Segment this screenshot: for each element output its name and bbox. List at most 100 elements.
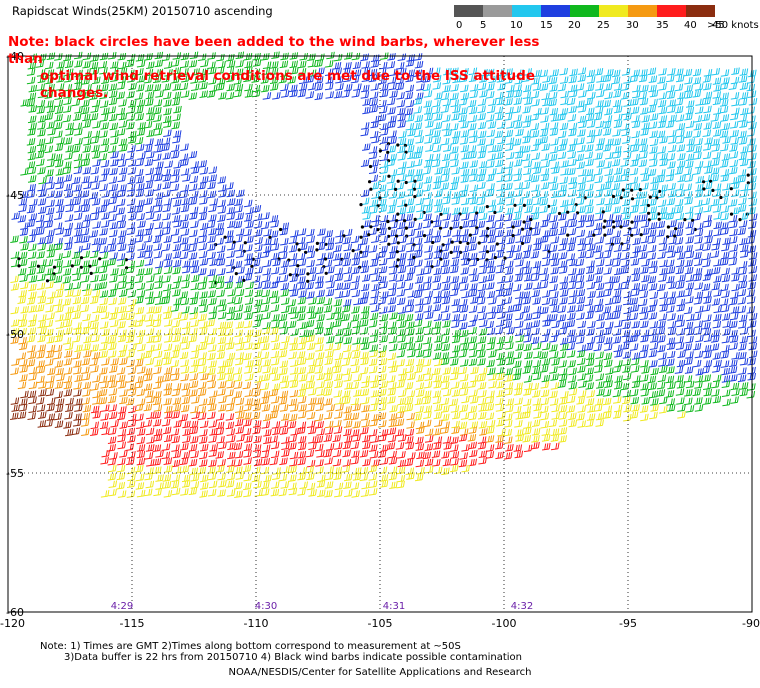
contamination-dot	[243, 241, 247, 245]
wind-barb	[441, 467, 450, 476]
wind-barb	[370, 290, 380, 299]
wind-barb	[162, 481, 172, 489]
wind-barb	[315, 352, 325, 360]
wind-barb	[657, 76, 666, 84]
wind-barb	[199, 443, 209, 452]
wind-barb	[359, 319, 369, 327]
wind-barb	[550, 373, 559, 381]
wind-barb	[91, 237, 101, 246]
wind-barb	[586, 336, 596, 345]
wind-barb	[369, 403, 378, 412]
wind-barb	[459, 452, 468, 460]
wind-barb	[729, 166, 738, 175]
wind-barb	[513, 351, 522, 360]
wind-barb	[200, 372, 209, 381]
wind-barb	[361, 375, 371, 384]
wind-barb	[622, 365, 631, 373]
contamination-dot	[367, 233, 371, 237]
wind-barb	[605, 68, 614, 77]
wind-barb	[719, 298, 729, 306]
wind-barb	[450, 265, 459, 274]
wind-barb	[539, 190, 549, 199]
wind-barb	[692, 342, 702, 351]
wind-barb	[154, 51, 164, 60]
wind-barb	[605, 151, 614, 160]
wind-barb	[458, 421, 468, 430]
wind-barb	[334, 489, 343, 498]
wind-barb	[738, 114, 748, 122]
wind-barb	[118, 275, 127, 283]
wind-barb	[334, 236, 344, 244]
wind-barb	[74, 374, 83, 382]
wind-barb	[146, 129, 155, 138]
wind-barb	[530, 130, 540, 138]
wind-barb	[89, 61, 99, 70]
wind-barb	[90, 365, 99, 373]
wind-barb	[469, 283, 478, 291]
wind-barb	[270, 304, 280, 312]
wind-barb	[596, 313, 605, 322]
wind-barb	[558, 419, 568, 427]
wind-barb	[143, 235, 153, 243]
wind-barb	[190, 473, 200, 482]
wind-barb	[235, 60, 244, 68]
wind-barb	[514, 450, 524, 459]
wind-barb	[180, 373, 189, 382]
wind-barb	[639, 214, 648, 222]
wind-barb	[135, 306, 145, 315]
wind-barb	[704, 137, 713, 145]
wind-barb	[37, 320, 46, 329]
contamination-dot	[359, 235, 363, 239]
wind-barb	[450, 159, 459, 168]
wind-barb	[332, 458, 342, 467]
legend-swatch	[512, 5, 541, 17]
wind-barb	[523, 444, 533, 453]
wind-barb	[360, 53, 369, 62]
wind-barb	[36, 106, 46, 114]
wind-barb	[577, 405, 587, 413]
wind-barb	[422, 396, 432, 405]
wind-barb	[711, 298, 721, 306]
wind-barb	[73, 229, 83, 237]
wind-barb	[452, 329, 461, 338]
wind-barb	[37, 144, 47, 153]
longitude-label: -90	[742, 617, 760, 630]
wind-barb	[181, 396, 191, 405]
wind-barb	[252, 381, 261, 390]
wind-barb	[63, 229, 72, 237]
wind-barb	[324, 367, 334, 375]
wind-barb	[397, 107, 406, 116]
wind-barb	[344, 489, 353, 498]
wind-barb	[747, 115, 756, 123]
wind-barb	[362, 143, 371, 151]
wind-barb	[334, 411, 343, 419]
wind-barb	[254, 289, 263, 297]
wind-barb	[92, 375, 101, 383]
wind-barb	[46, 336, 55, 344]
wind-barb	[737, 297, 747, 305]
wind-barb	[478, 328, 488, 336]
wind-barb	[496, 190, 505, 198]
wind-barb	[622, 136, 631, 144]
wind-barb	[152, 419, 162, 427]
wind-barb	[215, 222, 224, 231]
wind-barb	[397, 306, 407, 314]
wind-barb	[198, 398, 208, 406]
wind-barb	[586, 76, 596, 84]
wind-barb	[550, 442, 560, 451]
wind-barb	[685, 160, 694, 169]
wind-barb	[135, 176, 145, 184]
wind-barb	[566, 405, 576, 413]
wind-barb	[694, 375, 704, 383]
wind-barb	[351, 344, 361, 352]
wind-barb	[324, 481, 334, 489]
wind-barb	[702, 304, 711, 312]
wind-barb	[738, 314, 748, 322]
wind-barb	[343, 412, 352, 421]
wind-barb	[568, 176, 577, 185]
wind-barb	[703, 82, 712, 91]
wind-barb	[181, 306, 190, 314]
wind-barb	[82, 145, 91, 153]
wind-barb	[244, 312, 253, 320]
wind-barb	[118, 268, 128, 276]
